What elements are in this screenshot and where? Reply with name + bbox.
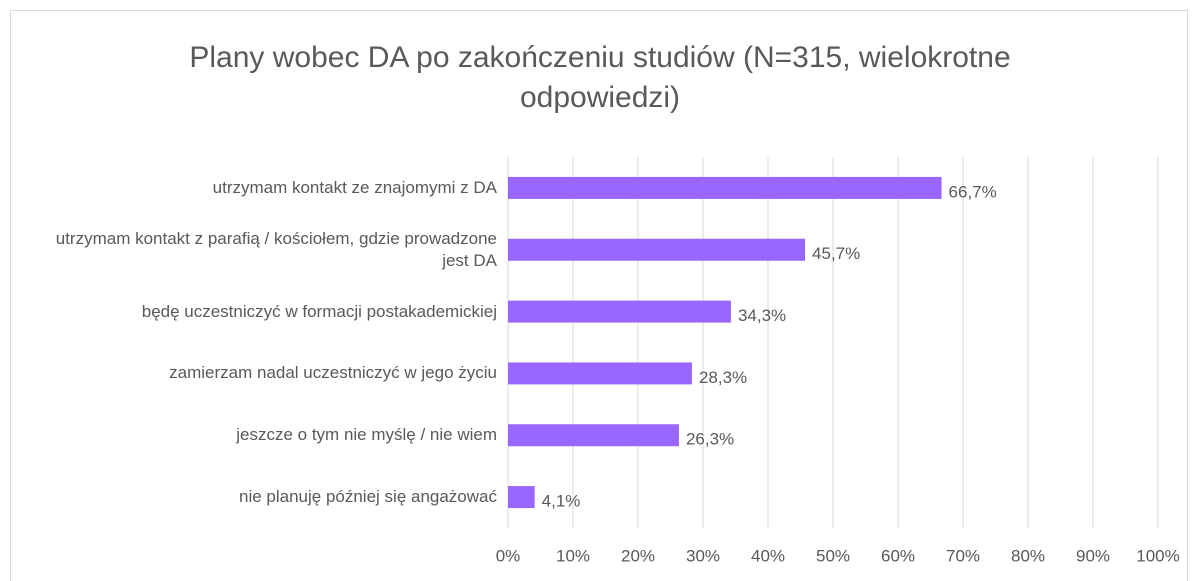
bar: [508, 486, 535, 509]
x-tick-label: 40%: [751, 546, 785, 565]
chart-title: Plany wobec DA po zakończeniu studiów (N…: [189, 41, 1011, 114]
y-tick-label: jeszcze o tym nie myślę / nie wiem: [236, 425, 497, 445]
x-tick-label: 80%: [1011, 546, 1045, 565]
y-tick-label: zamierzam nadal uczestniczyć w jego życi…: [169, 363, 497, 383]
x-tick-label: 60%: [881, 546, 915, 565]
x-tick-label: 70%: [946, 546, 980, 565]
chart-border: [10, 10, 1188, 581]
y-tick-label: nie planuję później się angażować: [238, 487, 497, 507]
y-tick-label: utrzymam kontakt ze znajomymi z DA: [212, 177, 497, 197]
bar: [508, 424, 679, 447]
bar: [508, 238, 806, 261]
data-label: 4,1%: [542, 492, 581, 511]
data-label: 26,3%: [686, 430, 734, 449]
x-tick-label: 100%: [1136, 546, 1179, 565]
y-tick-label: utrzymam kontakt z parafią / kościołem, …: [55, 228, 497, 270]
data-label: 45,7%: [812, 244, 860, 263]
data-label: 66,7%: [949, 182, 997, 201]
x-tick-label: 0%: [496, 546, 521, 565]
y-tick-label: będę uczestniczyć w formacji postakademi…: [141, 301, 497, 321]
x-tick-label: 20%: [621, 546, 655, 565]
bar: [508, 176, 942, 199]
x-tick-label: 10%: [556, 546, 590, 565]
x-tick-label: 30%: [686, 546, 720, 565]
x-tick-label: 50%: [816, 546, 850, 565]
bar: [508, 362, 692, 385]
x-tick-label: 90%: [1076, 546, 1110, 565]
bar: [508, 300, 731, 323]
data-label: 34,3%: [738, 306, 786, 325]
data-label: 28,3%: [699, 368, 747, 387]
